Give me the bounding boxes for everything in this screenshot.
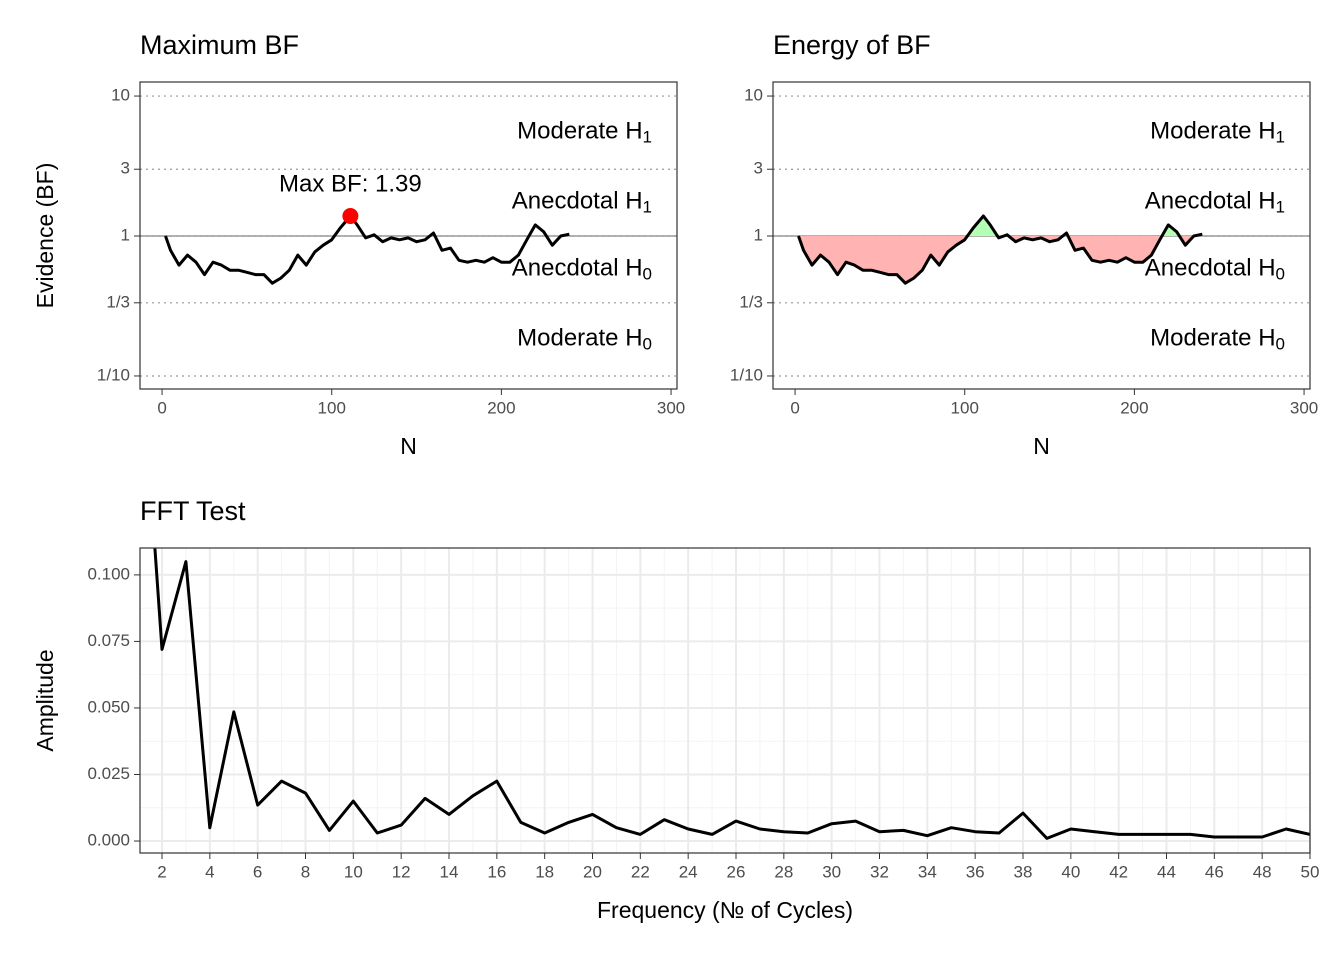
region-label-text: Moderate H <box>517 325 642 352</box>
region-label-text: Moderate H <box>1150 325 1275 352</box>
region-label-text: Moderate H <box>517 118 642 145</box>
x-tick-label: 18 <box>535 862 554 881</box>
x-tick-label: 30 <box>822 862 841 881</box>
x-tick-label: 8 <box>301 862 310 881</box>
region-label-sub: 1 <box>1276 128 1285 147</box>
x-tick-label: 14 <box>440 862 459 881</box>
x-tick-label: 48 <box>1253 862 1272 881</box>
region-label: Anecdotal H0 <box>512 255 652 284</box>
region-label-sub: 0 <box>643 335 652 354</box>
region-label-text: Anecdotal H <box>512 188 643 215</box>
max-label: Max BF: 1.39 <box>279 170 422 197</box>
line <box>164 214 570 285</box>
region-label-sub: 1 <box>643 198 652 217</box>
x-tick-label: 38 <box>1014 862 1033 881</box>
y-axis-label: Evidence (BF) <box>32 163 58 309</box>
x-tick-label: 10 <box>344 862 363 881</box>
x-tick-label: 20 <box>583 862 602 881</box>
region-label-text: Anecdotal H <box>1145 255 1276 282</box>
x-tick-label: 44 <box>1157 862 1176 881</box>
x-tick-label: 22 <box>631 862 650 881</box>
y-tick-label: 1/10 <box>730 365 763 384</box>
x-tick-label: 26 <box>727 862 746 881</box>
region-label-sub: 1 <box>643 128 652 147</box>
y-tick-label: 10 <box>744 86 763 105</box>
x-tick-label: 12 <box>392 862 411 881</box>
region-label-sub: 0 <box>1276 335 1285 354</box>
y-tick-label: 1/10 <box>97 365 130 384</box>
x-tick-label: 16 <box>487 862 506 881</box>
chart-title: FFT Test <box>140 496 246 526</box>
x-tick-label: 46 <box>1205 862 1224 881</box>
x-tick-label: 42 <box>1109 862 1128 881</box>
region-label-sub: 0 <box>1276 265 1285 284</box>
panel: FFT Test Frequency (№ of Cycles) Amplitude… <box>32 496 1320 923</box>
y-tick-label: 0.000 <box>87 831 130 850</box>
y-tick-label: 1 <box>754 225 763 244</box>
line <box>797 214 1203 285</box>
x-tick-label: 0 <box>790 398 799 417</box>
y-tick-label: 0.025 <box>87 764 130 783</box>
region-label: Moderate H0 <box>1150 325 1285 354</box>
y-tick-label: 1 <box>121 225 130 244</box>
x-tick-label: 24 <box>679 862 698 881</box>
x-tick-label: 4 <box>205 862 214 881</box>
x-tick-label: 6 <box>253 862 262 881</box>
y-tick-label: 1/3 <box>739 292 763 311</box>
y-tick-label: 0.075 <box>87 631 130 650</box>
x-tick-label: 200 <box>487 398 515 417</box>
panel-border <box>139 81 678 390</box>
y-tick-label: 3 <box>121 159 130 178</box>
x-axis-label: Frequency (№ of Cycles) <box>597 897 853 923</box>
region-label: Anecdotal H0 <box>1145 255 1285 284</box>
y-tick-label: 1/3 <box>106 292 130 311</box>
region-label: Moderate H0 <box>517 325 652 354</box>
panel-border <box>139 547 1311 854</box>
region-label: Moderate H1 <box>1150 118 1285 147</box>
region-label: Anecdotal H1 <box>512 188 652 217</box>
x-tick-label: 40 <box>1061 862 1080 881</box>
y-tick-label: 3 <box>754 159 763 178</box>
x-axis-label: N <box>400 433 417 459</box>
region-label-sub: 1 <box>1276 198 1285 217</box>
x-tick-label: 2 <box>157 862 166 881</box>
x-axis-label: N <box>1033 433 1050 459</box>
line <box>153 548 1310 840</box>
region-label: Moderate H1 <box>517 118 652 147</box>
y-axis-label: Amplitude <box>32 649 58 751</box>
area-below <box>798 236 1203 284</box>
region-label: Anecdotal H1 <box>1145 188 1285 217</box>
region-label-text: Moderate H <box>1150 118 1275 145</box>
x-tick-label: 100 <box>951 398 979 417</box>
x-tick-label: 32 <box>870 862 889 881</box>
y-tick-label: 0.100 <box>87 564 130 583</box>
region-label-sub: 0 <box>643 265 652 284</box>
y-tick-label: 0.050 <box>87 697 130 716</box>
x-tick-label: 300 <box>1290 398 1318 417</box>
x-tick-label: 100 <box>318 398 346 417</box>
region-label-text: Anecdotal H <box>1145 188 1276 215</box>
chart-title: Maximum BF <box>140 30 299 60</box>
x-tick-label: 300 <box>657 398 685 417</box>
chart-title: Energy of BF <box>773 30 931 60</box>
y-tick-label: 10 <box>111 86 130 105</box>
x-tick-label: 34 <box>918 862 937 881</box>
max-point <box>342 207 359 224</box>
x-tick-label: 0 <box>157 398 166 417</box>
region-label-text: Anecdotal H <box>512 255 643 282</box>
panel-border <box>772 81 1311 390</box>
x-tick-label: 200 <box>1120 398 1148 417</box>
x-tick-label: 36 <box>966 862 985 881</box>
x-tick-label: 50 <box>1301 862 1320 881</box>
x-tick-label: 28 <box>774 862 793 881</box>
